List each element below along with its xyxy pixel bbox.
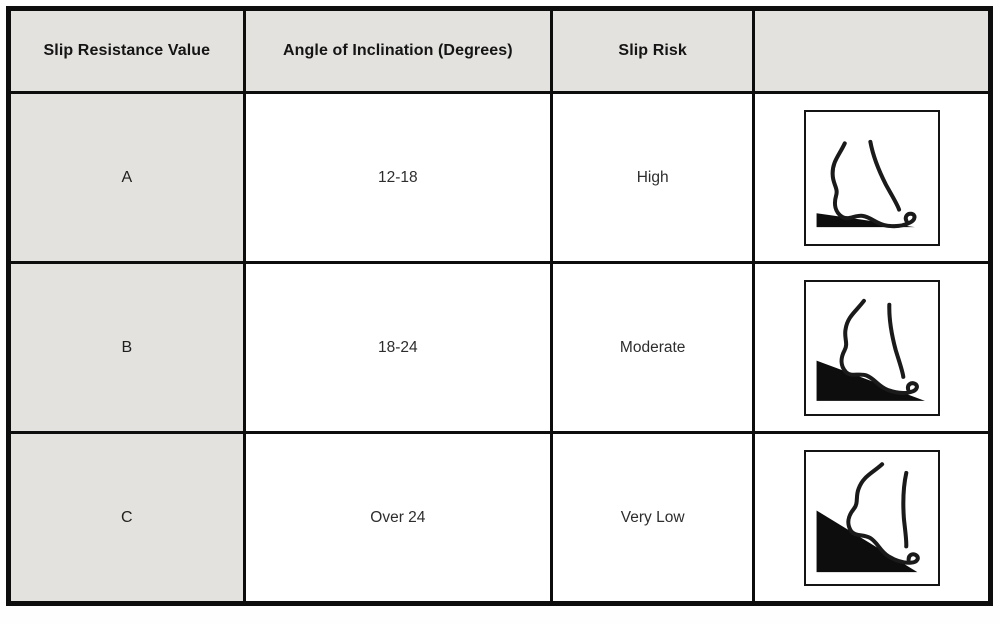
icon-cell — [752, 431, 992, 605]
foot-on-shallow-incline-icon — [803, 109, 940, 246]
risk-cell: Very Low — [550, 431, 756, 605]
angle-cell: Over 24 — [242, 431, 554, 605]
table-row: A 12-18 High — [7, 91, 992, 264]
slip-value-cell: A — [7, 91, 246, 264]
risk-cell: Moderate — [550, 261, 756, 434]
header-cell-icon-column — [752, 7, 992, 94]
header-cell-angle-of-inclination: Angle of Inclination (Degrees) — [242, 7, 554, 94]
slip-resistance-table: Slip Resistance Value Angle of Inclinati… — [6, 6, 993, 606]
header-cell-slip-risk: Slip Risk — [550, 7, 756, 94]
foot-on-steep-incline-icon — [803, 449, 940, 586]
icon-cell — [752, 91, 992, 264]
table-row: B 18-24 Moderate — [7, 261, 992, 434]
icon-cell — [752, 261, 992, 434]
table-row: C Over 24 Very Low — [7, 431, 992, 605]
slip-value-cell: C — [7, 431, 246, 605]
angle-cell: 18-24 — [242, 261, 554, 434]
header-cell-slip-resistance-value: Slip Resistance Value — [7, 7, 246, 94]
angle-cell: 12-18 — [242, 91, 554, 264]
risk-cell: High — [550, 91, 756, 264]
slip-value-cell: B — [7, 261, 246, 434]
foot-on-moderate-incline-icon — [816, 285, 935, 411]
foot-on-moderate-incline-icon — [803, 279, 940, 416]
header-row: Slip Resistance Value Angle of Inclinati… — [7, 7, 992, 94]
foot-on-shallow-incline-icon — [816, 115, 935, 241]
foot-on-steep-incline-icon — [816, 455, 935, 572]
